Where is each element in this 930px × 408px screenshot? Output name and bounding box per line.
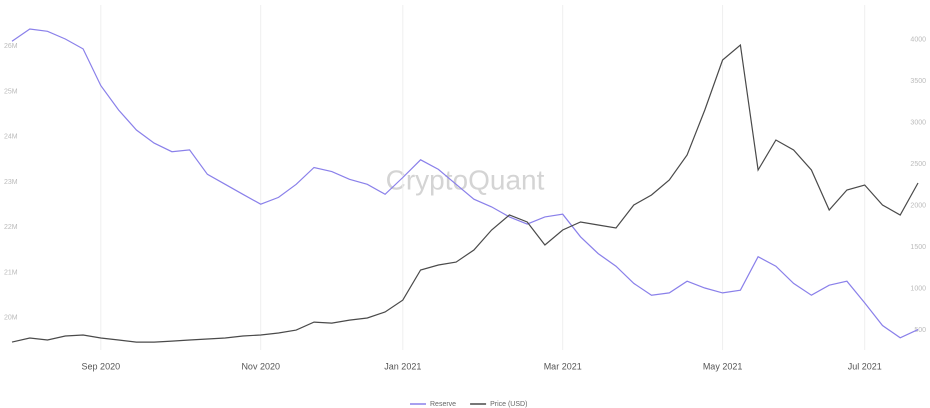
series-line [11,28,919,339]
y2-tick-label: 3500 [910,78,926,85]
y2-tick-label: 1000 [910,285,926,292]
y-tick-label: 24M [4,134,18,141]
y-tick-label: 26M [4,43,18,50]
y2-tick-label: 500 [914,327,926,334]
y2-tick-label: 4000 [910,36,926,43]
y2-tick-label: 2500 [910,161,926,168]
y-tick-label: 21M [4,269,18,276]
legend-label: Price (USD) [490,401,527,408]
y2-tick-label: 3000 [910,119,926,126]
x-tick-label: Jul 2021 [848,361,882,371]
y-tick-label: 25M [4,88,18,95]
y2-tick-label: 1500 [910,244,926,251]
series-line [11,43,919,343]
legend-label: Reserve [430,401,456,408]
x-tick-label: Nov 2020 [241,361,280,371]
y-tick-label: 23M [4,179,18,186]
watermark: CryptoQuant [386,164,545,195]
x-tick-label: Sep 2020 [82,361,121,371]
y-tick-label: 20M [4,315,18,322]
x-tick-label: May 2021 [703,361,743,371]
y2-tick-label: 2000 [910,202,926,209]
x-tick-label: Jan 2021 [384,361,421,371]
y-tick-label: 22M [4,224,18,231]
x-tick-label: Mar 2021 [544,361,582,371]
